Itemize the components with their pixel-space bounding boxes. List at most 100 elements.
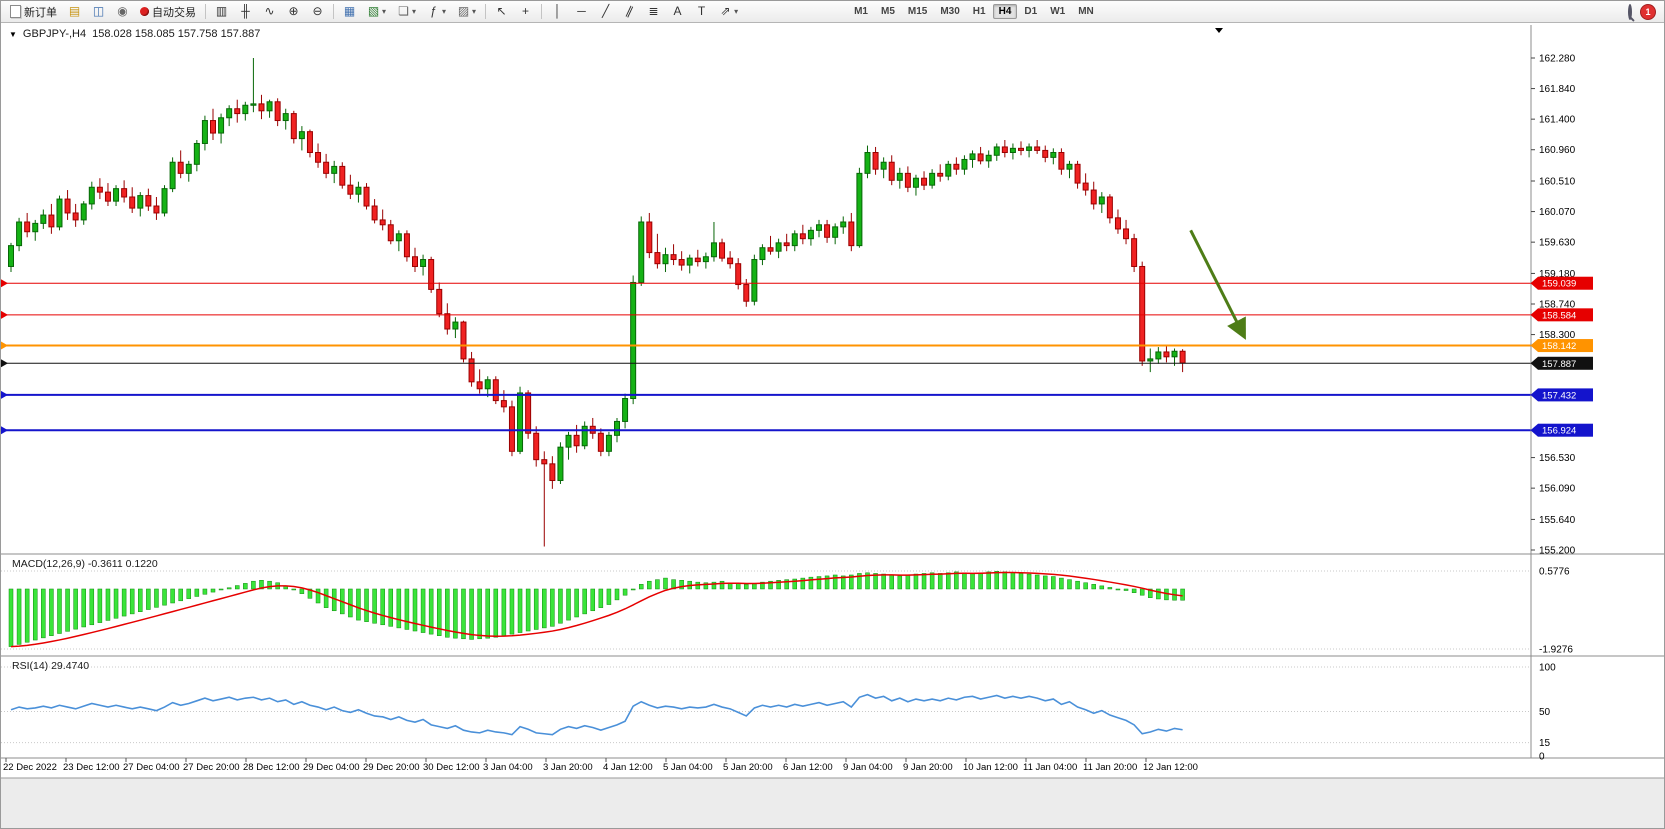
candlestick-series [8,58,1186,547]
trend-arrow-annotation[interactable] [1189,229,1246,340]
vertical-line-button[interactable]: │ [546,2,569,21]
timeframe-button-H4[interactable]: H4 [992,4,1018,19]
candle [565,434,572,448]
macd-histogram-bar [808,576,814,590]
channel-button[interactable]: ∥ [618,2,641,21]
text-button[interactable]: A [666,2,689,21]
candle [525,392,532,434]
candle [161,188,168,214]
auto-trading-button[interactable]: 自动交易 [135,2,201,21]
price-tick-label: 160.070 [1539,207,1576,218]
macd-histogram-bar [428,588,434,635]
candle [428,259,435,290]
profiles-button[interactable]: ❏ ▾ [392,2,421,21]
crosshair-button[interactable]: + [514,2,537,21]
new-order-button[interactable]: 新订单 [5,2,62,21]
macd-histogram-bar [267,580,272,590]
price-marker [1538,356,1593,370]
candle [630,281,637,400]
candle [250,103,257,106]
candle [783,242,790,247]
timeframe-button-H1[interactable]: H1 [972,6,986,17]
chart-background [1,25,1664,778]
toolbar-separator [205,4,206,19]
market-watch-button[interactable]: ◫ [87,2,110,21]
candlestick-chart-button[interactable]: ╫ [234,2,257,21]
trendline-button[interactable]: ╱ [594,2,617,21]
price-tick-label: 156.530 [1539,453,1576,464]
macd-histogram-bar [97,588,103,623]
candle [904,172,911,188]
candle [153,205,160,214]
workspace-background [1,778,1664,828]
fibonacci-button[interactable]: ≣ [642,2,665,21]
candle [137,195,144,209]
macd-histogram-bar [655,579,660,590]
candle [1155,351,1162,360]
time-tick-label: 11 Jan 04:00 [1023,762,1077,773]
candle [1147,358,1154,362]
macd-histogram-bar [768,580,773,590]
cursor-button[interactable]: ↖ [490,2,513,21]
macd-histogram-bar [453,588,458,639]
indicators-button[interactable]: ƒ ▾ [422,2,451,21]
line-chart-button[interactable]: ∿ [258,2,281,21]
candle [816,224,822,231]
macd-histogram-bar [1026,573,1032,590]
script-button[interactable]: ◉ [111,2,134,21]
chart-stack-button[interactable]: ▤ [63,2,86,21]
price-marker-notch [1530,339,1538,353]
candle [1034,146,1041,151]
timeframe-button-W1[interactable]: W1 [1050,6,1066,17]
candle [549,463,556,482]
timeframe-button-M5[interactable]: M5 [880,6,895,17]
candle [121,188,128,198]
candle [824,224,831,238]
timeframe-button-M30[interactable]: M30 [940,6,960,17]
timeframe-button-M1[interactable]: M1 [854,6,868,17]
candle [614,420,620,436]
tile-windows-button[interactable]: ▦ [338,2,361,21]
tile-windows-icon: ▦ [343,4,356,18]
timeframe-button-D1[interactable]: D1 [1024,6,1038,17]
macd-histogram-bar [832,574,838,590]
candle [169,161,176,190]
macd-histogram-bar [921,573,927,590]
candle [242,104,249,115]
candle [670,254,677,261]
candle [363,186,370,207]
timeframe-button-MN[interactable]: MN [1078,6,1094,17]
macd-histogram-bar [49,588,54,636]
zoom-out-button[interactable]: ⊖ [306,2,329,21]
level-left-marker [1,390,8,399]
timeframe-button-M15[interactable]: M15 [907,6,928,17]
new-chart-button[interactable]: ▧ ▾ [362,2,391,21]
macd-histogram-bar [121,588,127,617]
label-button[interactable]: T [690,2,713,21]
macd-histogram-bar [1042,575,1048,590]
time-axis[interactable]: 22 Dec 2022 23 Dec 12:00 27 Dec 04:00 27 De… [3,758,1198,773]
macd-histogram-bar [744,584,749,590]
time-tick-label: 3 Jan 20:00 [543,762,593,773]
macd-histogram-bar [251,580,256,590]
search-button[interactable] [1628,3,1632,20]
macd-histogram-bar [542,588,547,629]
time-tick-label: 29 Dec 04:00 [303,762,360,773]
arrow-tools-button[interactable]: ⇗ ▾ [714,2,743,21]
template-button[interactable]: ▨ ▾ [452,2,481,21]
notification-badge[interactable]: 1 [1640,3,1656,20]
auto-scroll-marker-icon[interactable] [1215,28,1223,33]
macd-histogram-bar [986,571,991,590]
candle [622,398,629,422]
horizontal-line-button[interactable]: ─ [570,2,593,21]
zoom-in-button[interactable]: ⊕ [282,2,305,21]
candle [412,256,418,267]
price-axis[interactable]: 162.280 161.840 161.400 160.960 160.510 160.0… [1531,54,1576,557]
macd-histogram-bar [469,588,474,640]
macd-histogram-bar [8,588,14,647]
time-tick-label: 22 Dec 2022 [3,762,57,773]
bar-chart-button[interactable]: ▥ [210,2,233,21]
time-tick-label: 28 Dec 12:00 [243,762,300,773]
chart-canvas[interactable]: 162.280 161.840 161.400 160.960 160.510 160.0… [1,25,1665,829]
macd-histogram-bar [1002,571,1008,590]
